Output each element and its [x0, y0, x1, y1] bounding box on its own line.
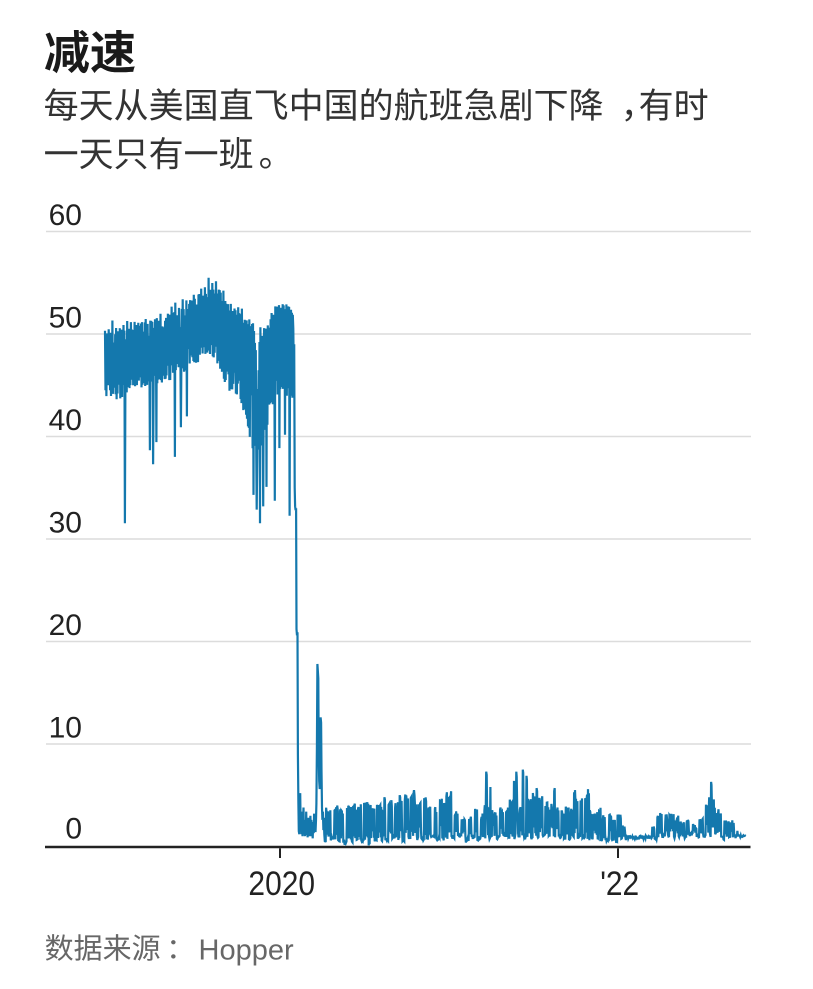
svg-text:40: 40 [49, 404, 82, 437]
svg-text:0: 0 [65, 813, 82, 846]
svg-text:2020: 2020 [248, 864, 315, 902]
svg-text:Hopper: Hopper [199, 935, 294, 967]
svg-text:30: 30 [49, 507, 82, 540]
svg-text:60: 60 [49, 199, 82, 232]
svg-text:'22: '22 [600, 864, 639, 902]
svg-text:20: 20 [49, 609, 82, 642]
svg-text:10: 10 [49, 712, 82, 745]
svg-text:50: 50 [49, 302, 82, 335]
